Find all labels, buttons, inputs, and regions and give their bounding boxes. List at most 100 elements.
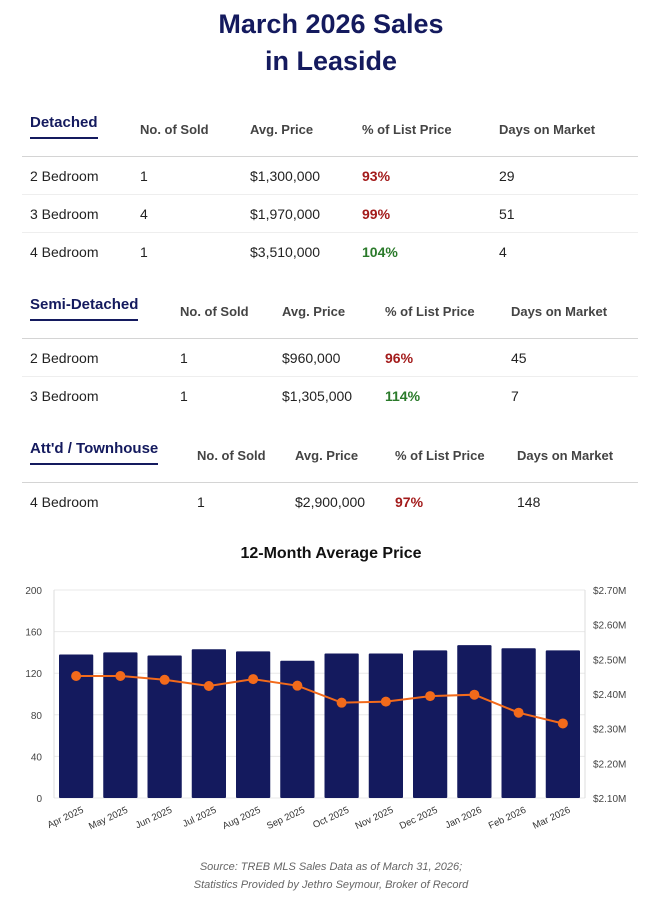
- bedroom-type: 3 Bedroom: [30, 206, 99, 222]
- bedroom-type: 4 Bedroom: [30, 494, 99, 510]
- x-tick-label: Jun 2025: [134, 805, 174, 831]
- bar: [457, 645, 492, 798]
- detached-table: Detached No. of Sold Avg. Price % of List P…: [22, 112, 638, 270]
- pct-list-price: 96%: [385, 350, 414, 366]
- price-point: [203, 681, 214, 692]
- pct-list-price: 93%: [362, 168, 391, 184]
- price-point: [425, 691, 436, 702]
- x-tick-label: Sep 2025: [265, 805, 307, 832]
- avg-price: $1,305,000: [282, 388, 353, 404]
- sold-count: 1: [180, 350, 188, 366]
- section-title: Detached: [30, 114, 98, 139]
- days-on-market: 7: [511, 388, 519, 404]
- days-on-market: 29: [499, 168, 515, 184]
- table-header: Att'd / Townhouse No. of Sold Avg. Price % …: [22, 438, 638, 483]
- price-point: [380, 696, 391, 707]
- column-header: % of List Price: [362, 122, 452, 137]
- column-header: Days on Market: [517, 448, 614, 463]
- bar: [324, 653, 359, 798]
- avg-price: $1,300,000: [250, 168, 321, 184]
- x-tick-label: Jul 2025: [181, 805, 218, 830]
- price-point: [115, 670, 126, 681]
- price-point: [513, 707, 524, 718]
- y-left-tick-label: 40: [31, 752, 43, 763]
- sold-count: 4: [140, 206, 148, 222]
- pct-list-price: 99%: [362, 206, 391, 222]
- column-header: Avg. Price: [295, 448, 359, 463]
- sold-count: 1: [180, 388, 188, 404]
- column-header: No. of Sold: [197, 448, 266, 463]
- table-header: Detached No. of Sold Avg. Price % of List P…: [22, 112, 638, 157]
- y-right-tick-label: $2.30M: [593, 725, 626, 736]
- column-header: Avg. Price: [250, 122, 314, 137]
- section-title: Att'd / Townhouse: [30, 440, 159, 465]
- avg-price: $960,000: [282, 350, 341, 366]
- bar: [59, 654, 94, 798]
- price-point: [71, 670, 82, 681]
- pct-list-price: 104%: [362, 244, 398, 260]
- column-header: Days on Market: [511, 304, 608, 319]
- page-title: March 2026 Sales in Leaside: [0, 6, 662, 80]
- x-tick-label: Apr 2025: [46, 805, 86, 831]
- x-tick-label: Nov 2025: [354, 805, 396, 832]
- days-on-market: 51: [499, 206, 515, 222]
- title-line-2: in Leaside: [264, 46, 398, 76]
- bedroom-type: 3 Bedroom: [30, 388, 99, 404]
- y-left-tick-label: 120: [25, 669, 42, 680]
- table-row: 2 Bedroom 1 $1,300,000 93% 29: [22, 157, 638, 195]
- source-note: Source: TREB MLS Sales Data as of March …: [0, 858, 662, 894]
- bar: [280, 660, 315, 798]
- sold-count: 1: [140, 168, 148, 184]
- column-header: Avg. Price: [282, 304, 346, 319]
- table-row: 4 Bedroom 1 $2,900,000 97% 148: [22, 483, 638, 520]
- table-header: Semi-Detached No. of Sold Avg. Price % of L…: [22, 294, 638, 339]
- bedroom-type: 4 Bedroom: [30, 244, 99, 260]
- y-right-tick-label: $2.60M: [593, 621, 626, 632]
- column-header: Days on Market: [499, 122, 596, 137]
- title-line-1: March 2026 Sales: [218, 9, 444, 39]
- x-tick-label: Dec 2025: [398, 805, 440, 832]
- bar: [501, 648, 536, 798]
- price-line: [76, 674, 564, 725]
- section-title: Semi-Detached: [30, 296, 139, 321]
- chart-title: 12-Month Average Price: [240, 545, 422, 562]
- price-point: [336, 697, 347, 708]
- avg-price: $3,510,000: [250, 244, 321, 260]
- bar: [147, 655, 182, 798]
- y-right-tick-label: $2.10M: [593, 794, 626, 805]
- column-header: % of List Price: [395, 448, 485, 463]
- sold-count: 1: [140, 244, 148, 260]
- bedroom-type: 2 Bedroom: [30, 350, 99, 366]
- table-row: 4 Bedroom 1 $3,510,000 104% 4: [22, 233, 638, 270]
- y-right-tick-label: $2.20M: [593, 759, 626, 770]
- avg-price: $1,970,000: [250, 206, 321, 222]
- y-left-tick-label: 200: [25, 586, 42, 597]
- bar: [236, 651, 271, 798]
- x-tick-label: Aug 2025: [221, 805, 263, 832]
- avg-price: $2,900,000: [295, 494, 366, 510]
- y-left-tick-label: 80: [31, 711, 43, 722]
- days-on-market: 148: [517, 494, 541, 510]
- semi-detached-table: Semi-Detached No. of Sold Avg. Price % of L…: [22, 294, 638, 414]
- x-tick-label: Jan 2026: [444, 805, 484, 831]
- column-header: No. of Sold: [140, 122, 209, 137]
- y-left-tick-label: 160: [25, 628, 42, 639]
- sold-count: 1: [197, 494, 205, 510]
- bar: [368, 653, 403, 798]
- column-header: No. of Sold: [180, 304, 249, 319]
- price-point: [248, 674, 259, 685]
- y-left-tick-label: 0: [36, 794, 42, 805]
- bar: [103, 652, 138, 798]
- bar: [413, 650, 448, 798]
- price-point: [557, 718, 568, 729]
- price-point: [469, 689, 480, 700]
- table-row: 2 Bedroom 1 $960,000 96% 45: [22, 339, 638, 377]
- x-tick-label: Feb 2026: [487, 805, 528, 832]
- days-on-market: 45: [511, 350, 527, 366]
- table-row: 3 Bedroom 1 $1,305,000 114% 7: [22, 377, 638, 414]
- average-price-chart: 0 40 80 120 160 200 $2.10M $2.20M $2.30M $2.40M $2…: [25, 586, 626, 832]
- bedroom-type: 2 Bedroom: [30, 168, 99, 184]
- source-line-2: Statistics Provided by Jethro Seymour, B…: [193, 879, 469, 891]
- y-right-tick-label: $2.70M: [593, 586, 626, 597]
